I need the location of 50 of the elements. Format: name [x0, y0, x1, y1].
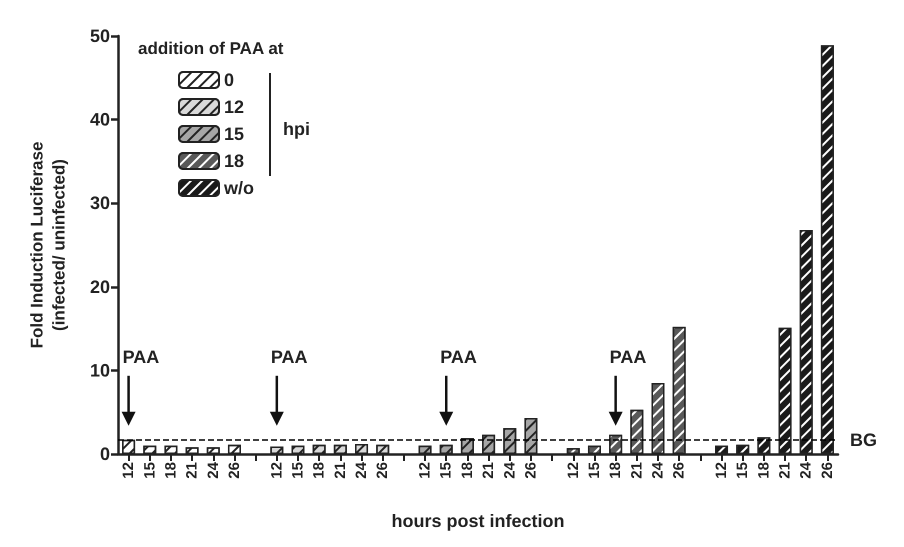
annotation: PAA: [270, 346, 308, 367]
x-tick-label: 12: [713, 462, 730, 479]
x-tick-label: 21: [184, 462, 201, 479]
annotation: PAA: [610, 346, 646, 367]
y-tick-label: 40: [90, 110, 110, 130]
x-tick-label: 21: [480, 462, 498, 479]
ref-line-label: BG: [850, 430, 877, 450]
y-tick-label: 50: [90, 26, 110, 46]
legend-label: w/o: [223, 178, 254, 198]
x-tick-label: 26: [670, 462, 688, 479]
legend-label: 12: [224, 97, 244, 117]
x-tick-label: 12: [268, 462, 286, 479]
x-tick-label: 18: [458, 462, 476, 479]
x-tick-label: 24: [204, 461, 222, 479]
y-tick-label: 10: [90, 360, 110, 380]
x-tick-label: 12: [120, 462, 138, 479]
x-tick-label: 21: [332, 462, 349, 479]
x-tick-label: 24: [353, 461, 370, 479]
annotation: PAA: [440, 346, 477, 367]
annotation: hpi: [283, 119, 310, 139]
x-tick-label: 21: [628, 462, 646, 479]
x-tick-label: 15: [438, 462, 455, 479]
legend-label: 0: [224, 70, 234, 90]
x-axis-title: hours post infection: [392, 511, 564, 531]
legend-label: 18: [224, 151, 244, 171]
x-tick-label: 18: [755, 462, 772, 479]
x-tick-label: 26: [818, 462, 836, 479]
x-tick-label: 21: [776, 462, 794, 479]
legend-title: addition of PAA at: [138, 39, 284, 58]
x-tick-label: 15: [586, 462, 603, 479]
x-tick-label: 15: [290, 462, 306, 479]
y-axis-title: Fold Induction Luciferase (infected/ uninfected): [28, 142, 68, 348]
x-tick-label: 18: [607, 462, 624, 479]
x-tick-label: 18: [310, 462, 328, 479]
x-tick-label: 24: [798, 461, 815, 479]
y-tick-label: 20: [90, 276, 110, 297]
x-tick-label: 24: [650, 461, 666, 479]
x-tick-label: 18: [162, 462, 180, 479]
x-tick-label: 26: [374, 462, 392, 479]
x-tick-label: 12: [564, 462, 582, 479]
x-tick-label: 24: [501, 461, 518, 479]
x-tick-label: 15: [734, 462, 752, 479]
annotation: PAA: [122, 346, 160, 367]
y-tick-label: 0: [100, 444, 110, 464]
x-tick-label: 15: [141, 462, 158, 479]
x-tick-label: 26: [226, 462, 243, 479]
legend-label: 15: [224, 124, 244, 144]
y-tick-label: 30: [90, 193, 110, 214]
x-tick-label: 26: [522, 462, 540, 479]
x-tick-label: 12: [416, 462, 434, 479]
